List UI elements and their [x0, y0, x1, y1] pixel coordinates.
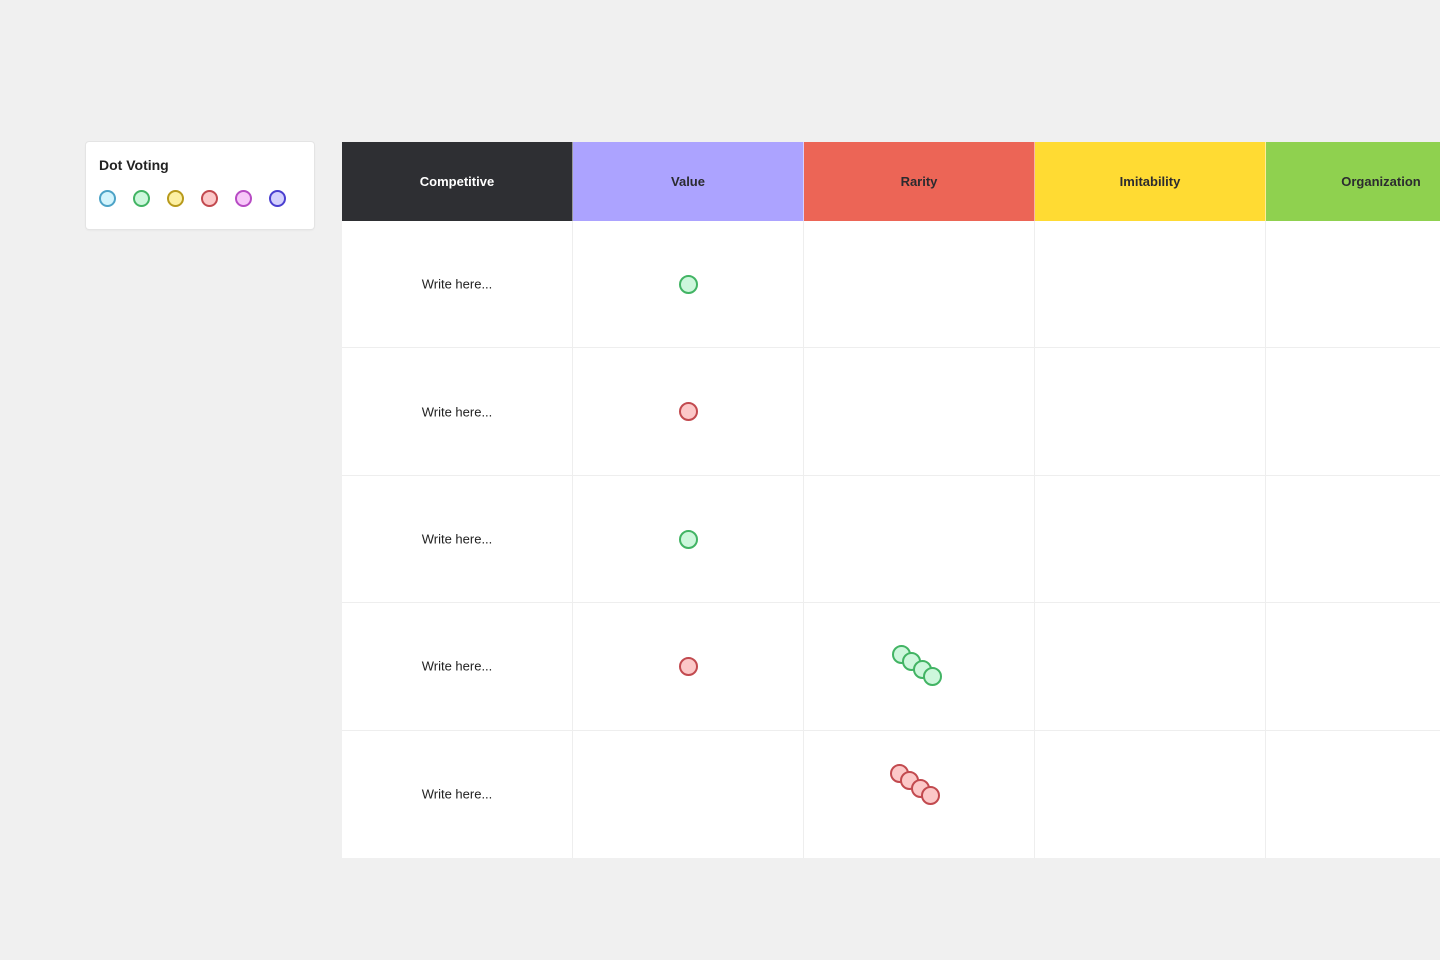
- vote-dot-red-icon[interactable]: [679, 402, 698, 422]
- cell-text[interactable]: Write here...: [421, 404, 493, 420]
- column-header-organization[interactable]: Organization: [1266, 142, 1440, 221]
- cell-text[interactable]: Write here...: [421, 531, 493, 547]
- table-row: Write here...: [342, 475, 1440, 604]
- cell-organization[interactable]: [1266, 476, 1440, 602]
- vote-dot-red-icon[interactable]: [921, 785, 940, 805]
- column-header-value[interactable]: Value: [573, 142, 804, 221]
- vote-dot-blue-icon[interactable]: [99, 190, 116, 207]
- column-header-competitive[interactable]: Competitive: [342, 142, 573, 221]
- table-row: Write here...: [342, 603, 1440, 731]
- cell-imitability[interactable]: [1035, 730, 1266, 858]
- vote-dot-green-icon[interactable]: [679, 529, 698, 549]
- cell-competitive[interactable]: Write here...: [342, 730, 573, 858]
- vote-dot-yellow-icon[interactable]: [167, 190, 184, 207]
- table-row: Write here...: [342, 730, 1440, 858]
- cell-imitability[interactable]: [1035, 603, 1266, 730]
- cell-competitive[interactable]: Write here...: [342, 475, 573, 603]
- cell-rarity[interactable]: [804, 348, 1035, 475]
- column-header-rarity[interactable]: Rarity: [804, 142, 1035, 221]
- vrio-table: Competitive Value Rarity Imitability Organiz…: [342, 142, 1440, 858]
- cell-rarity[interactable]: [804, 475, 1035, 603]
- cell-imitability[interactable]: [1035, 221, 1266, 348]
- cell-text[interactable]: Write here...: [421, 276, 493, 292]
- cell-value[interactable]: [573, 221, 804, 348]
- cell-rarity[interactable]: [804, 221, 1035, 348]
- vote-dot-purple-icon[interactable]: [269, 190, 286, 207]
- cell-organization[interactable]: [1266, 603, 1440, 729]
- vote-dot-red-icon[interactable]: [679, 657, 698, 677]
- cell-value[interactable]: [573, 475, 804, 603]
- cell-organization[interactable]: [1266, 221, 1440, 347]
- cell-imitability[interactable]: [1035, 475, 1266, 603]
- vote-dot-green-icon[interactable]: [923, 667, 942, 687]
- legend-dots: [99, 190, 286, 207]
- cell-organization[interactable]: [1266, 731, 1440, 858]
- cell-value[interactable]: [573, 730, 804, 858]
- dot-voting-legend: Dot Voting: [86, 142, 314, 229]
- legend-title: Dot Voting: [99, 157, 169, 173]
- table-row: Write here...: [342, 348, 1440, 476]
- cell-competitive[interactable]: Write here...: [342, 348, 573, 475]
- cell-organization[interactable]: [1266, 348, 1440, 474]
- vote-dot-green-icon[interactable]: [679, 275, 698, 294]
- table-header: Competitive Value Rarity Imitability Organiz…: [342, 142, 1440, 221]
- cell-text[interactable]: Write here...: [421, 658, 493, 674]
- vote-dot-red-icon[interactable]: [201, 190, 218, 207]
- cell-rarity[interactable]: [804, 730, 1035, 858]
- cell-text[interactable]: Write here...: [421, 786, 493, 802]
- cell-value[interactable]: [573, 348, 804, 475]
- cell-competitive[interactable]: Write here...: [342, 603, 573, 730]
- cell-rarity[interactable]: [804, 603, 1035, 730]
- cell-competitive[interactable]: Write here...: [342, 221, 573, 348]
- table-body: Write here... Write here... Write here... W…: [342, 221, 1440, 858]
- vote-dot-green-icon[interactable]: [133, 190, 150, 207]
- cell-value[interactable]: [573, 603, 804, 730]
- table-row: Write here...: [342, 221, 1440, 349]
- column-header-imitability[interactable]: Imitability: [1035, 142, 1266, 221]
- cell-imitability[interactable]: [1035, 348, 1266, 475]
- vote-dot-pink-icon[interactable]: [235, 190, 252, 207]
